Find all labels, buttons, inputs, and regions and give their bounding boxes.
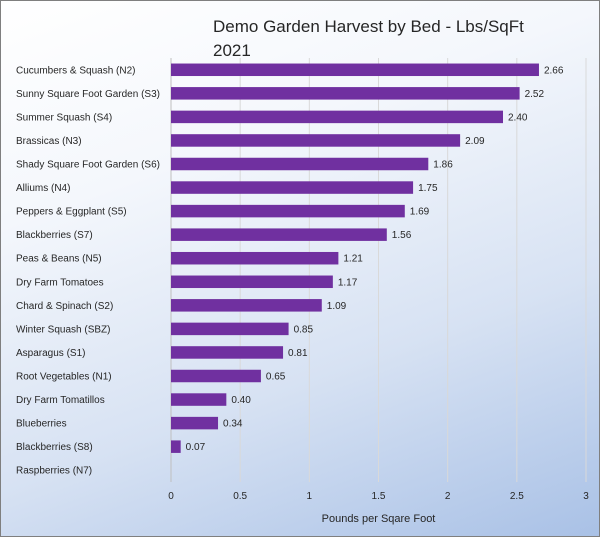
- data-label: 1.56: [392, 230, 412, 241]
- bar: [171, 393, 227, 406]
- category-label: Raspberries (N7): [16, 466, 92, 477]
- data-label: 1.17: [338, 277, 358, 288]
- bar: [171, 157, 429, 171]
- data-label: 0.85: [294, 324, 314, 335]
- category-label: Peas & Beans (N5): [16, 254, 102, 265]
- category-label: Brassicas (N3): [16, 136, 82, 147]
- data-label: 1.86: [433, 160, 453, 171]
- chart-title: Demo Garden Harvest by Bed - Lbs/SqFt 20…: [213, 17, 524, 60]
- data-label: 1.21: [343, 254, 363, 265]
- x-tick-label: 1.5: [372, 491, 386, 502]
- category-label: Summer Squash (S4): [16, 112, 112, 123]
- bar: [171, 299, 322, 312]
- data-label: 1.09: [327, 301, 347, 312]
- bar: [171, 228, 387, 241]
- bar: [171, 440, 181, 453]
- bar: [171, 204, 405, 218]
- data-label: 2.09: [465, 136, 485, 147]
- category-label: Shady Square Foot Garden (S6): [16, 160, 160, 171]
- bar: [171, 346, 284, 359]
- bar: [171, 251, 339, 265]
- data-label: 1.69: [410, 207, 430, 218]
- bar: [171, 63, 539, 77]
- category-label: Asparagus (S1): [16, 348, 85, 359]
- x-tick-label: 2: [445, 491, 451, 502]
- data-label: 2.52: [525, 89, 545, 100]
- data-label: 0.34: [223, 419, 243, 430]
- bar: [171, 322, 289, 336]
- x-tick-label: 2.5: [510, 491, 524, 502]
- category-label: Root Vegetables (N1): [16, 372, 112, 383]
- x-tick-label: 3: [583, 491, 589, 502]
- data-label: 2.40: [508, 112, 528, 123]
- category-label: Dry Farm Tomatillos: [16, 395, 105, 406]
- bar: [171, 87, 520, 100]
- bar: [171, 416, 219, 430]
- category-label: Sunny Square Foot Garden (S3): [16, 89, 160, 100]
- category-label: Blueberries: [16, 419, 67, 430]
- category-label: Blackberries (S8): [16, 442, 93, 453]
- category-label: Alliums (N4): [16, 183, 70, 194]
- data-label: 1.75: [418, 183, 438, 194]
- category-label: Blackberries (S7): [16, 230, 93, 241]
- data-label: 0.81: [288, 348, 308, 359]
- category-label: Chard & Spinach (S2): [16, 301, 113, 312]
- category-label: Peppers & Eggplant (S5): [16, 207, 127, 218]
- category-label: Winter Squash (SBZ): [16, 324, 110, 335]
- bar: [171, 369, 261, 383]
- x-axis-title: Pounds per Sqare Foot: [322, 513, 436, 525]
- bar: [171, 110, 503, 124]
- data-label: 0.65: [266, 372, 286, 383]
- category-label: Dry Farm Tomatoes: [16, 277, 104, 288]
- x-tick-label: 0: [168, 491, 174, 502]
- data-label: 0.40: [231, 395, 251, 406]
- bar: [171, 181, 414, 194]
- x-tick-label: 1: [307, 491, 313, 502]
- category-label: Cucumbers & Squash (N2): [16, 65, 136, 76]
- data-label: 2.66: [544, 65, 564, 76]
- bar: [171, 134, 461, 147]
- bar: [171, 275, 333, 289]
- data-label: 0.07: [186, 442, 206, 453]
- x-tick-label: 0.5: [233, 491, 247, 502]
